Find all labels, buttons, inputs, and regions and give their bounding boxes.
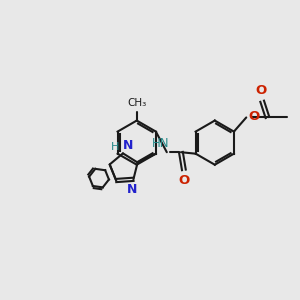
Text: O: O	[179, 174, 190, 187]
Text: CH₃: CH₃	[127, 98, 146, 108]
Text: N: N	[123, 139, 133, 152]
Text: HN: HN	[152, 137, 170, 150]
Text: H: H	[110, 142, 119, 152]
Text: O: O	[255, 84, 266, 98]
Text: O: O	[248, 110, 260, 123]
Text: N: N	[127, 183, 137, 196]
